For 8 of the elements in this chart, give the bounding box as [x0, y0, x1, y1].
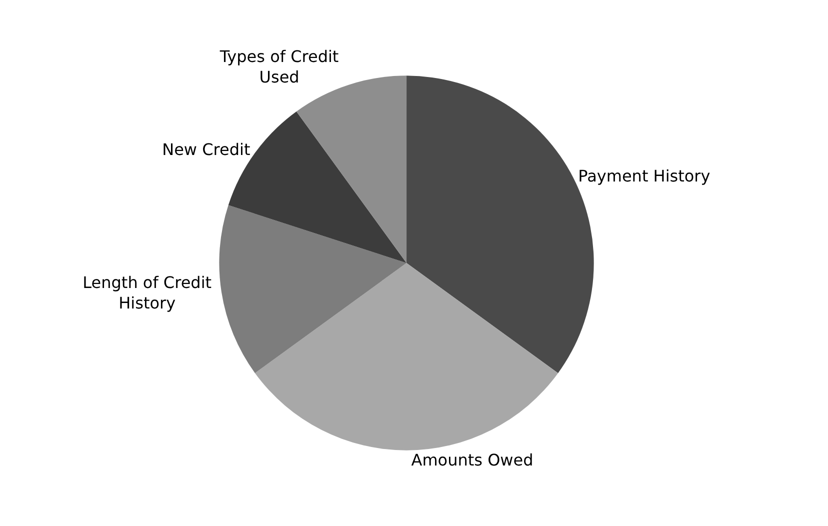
pie-slice — [219, 205, 407, 374]
slice-label: Types of Credit Used — [218, 46, 339, 87]
slice-label: Payment History — [578, 166, 710, 186]
slice-label: New Credit — [162, 140, 250, 160]
slice-label: Amounts Owed — [411, 450, 534, 470]
pie-slice — [296, 76, 407, 263]
pie-slice — [254, 263, 558, 450]
slice-label: Length of Credit History — [82, 272, 212, 313]
